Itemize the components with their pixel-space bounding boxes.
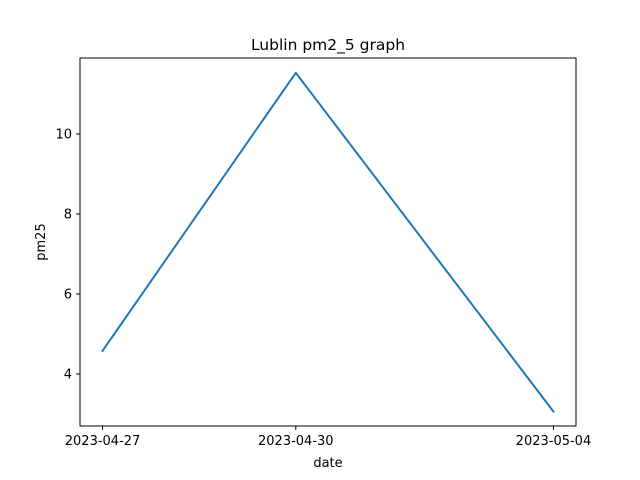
chart-title: Lublin pm2_5 graph — [251, 36, 405, 55]
y-tick-label: 4 — [64, 368, 72, 383]
x-axis-label: date — [313, 456, 342, 471]
x-tick-label: 2023-05-04 — [516, 434, 592, 449]
y-tick-label: 10 — [55, 128, 72, 143]
series-layer — [101, 71, 555, 414]
plot-area — [79, 57, 577, 427]
x-axis: 2023-04-27 2023-04-30 2023-05-04 — [65, 426, 591, 449]
y-tick-label: 6 — [64, 288, 72, 303]
plot-frame — [79, 57, 577, 427]
y-tick-label: 8 — [64, 208, 72, 223]
y-axis: 4 6 8 10 — [55, 128, 80, 383]
y-axis-label: pm25 — [34, 223, 49, 260]
series-line-0 — [101, 71, 555, 414]
x-tick-label: 2023-04-27 — [65, 434, 141, 449]
x-tick-label: 2023-04-30 — [258, 434, 334, 449]
